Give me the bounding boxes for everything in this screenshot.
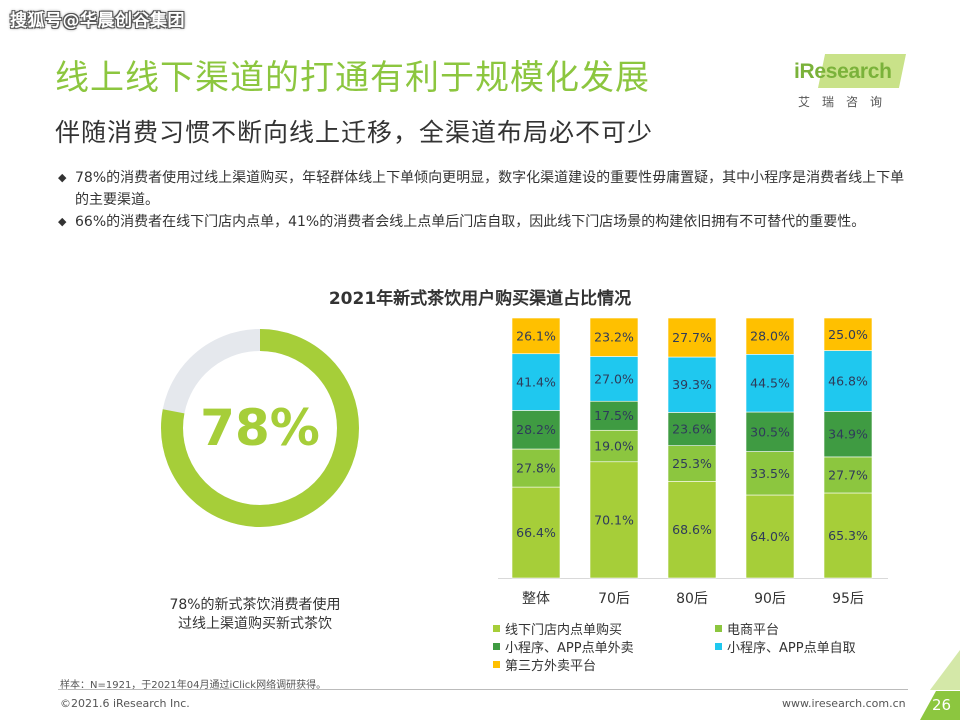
bar-data-label: 27.7% bbox=[828, 467, 868, 482]
legend-swatch bbox=[493, 661, 500, 668]
bar-data-label: 33.5% bbox=[750, 466, 790, 481]
legend-item-app-pickup: 小程序、APP点单自取 bbox=[715, 637, 856, 656]
legend-item-app-delivery: 小程序、APP点单外卖 bbox=[493, 637, 634, 656]
bar-segment bbox=[589, 317, 639, 357]
bullet-item: ◆ 66%的消费者在线下门店内点单，41%的消费者会线上点单后门店自取，因此线下… bbox=[58, 211, 918, 233]
bar-data-label: 64.0% bbox=[750, 529, 790, 544]
donut-value-arc bbox=[161, 329, 359, 527]
bar-segment bbox=[667, 356, 717, 413]
footer-divider bbox=[58, 689, 908, 690]
bar-data-label: 17.5% bbox=[594, 408, 634, 423]
page-title: 线上线下渠道的打通有利于规模化发展 bbox=[55, 58, 650, 98]
legend-label: 电商平台 bbox=[727, 623, 780, 638]
legend-label: 小程序、APP点单自取 bbox=[727, 641, 856, 656]
legend-swatch bbox=[493, 643, 500, 650]
legend-item-ecommerce: 电商平台 bbox=[715, 619, 779, 638]
category-tick-label: 80后 bbox=[676, 591, 708, 607]
stacked-bar-chart: 66.4% 27.8% 28.2% 41.4% 26.1% 整体 70.1% 19.0% 17.… bbox=[498, 317, 888, 607]
category-tick-label: 70后 bbox=[598, 591, 630, 607]
bar-segment bbox=[823, 456, 873, 494]
bar-data-label: 28.2% bbox=[516, 422, 556, 437]
bar-segment bbox=[589, 356, 639, 402]
watermark: 搜狐号@华晨创谷集团 bbox=[10, 11, 185, 31]
website-link: www.iresearch.com.cn bbox=[782, 697, 906, 710]
donut-chart: 78% bbox=[161, 329, 359, 527]
page-number: 26 bbox=[920, 691, 960, 720]
bar-segment bbox=[745, 317, 795, 355]
bar-data-label: 41.4% bbox=[516, 375, 556, 390]
logo-name: iResearch bbox=[794, 60, 892, 83]
bar-data-label: 39.3% bbox=[672, 377, 712, 392]
bar-segment bbox=[511, 448, 561, 488]
page-subtitle: 伴随消费习惯不断向线上迁移，全渠道布局必不可少 bbox=[55, 118, 654, 147]
bar-data-label: 70.1% bbox=[594, 512, 634, 527]
diamond-bullet-icon: ◆ bbox=[58, 215, 67, 228]
bar-data-label: 19.0% bbox=[594, 439, 634, 454]
source-note: 样本：N=1921，于2021年04月通过iClick网络调研获得。 bbox=[60, 680, 327, 691]
copyright: ©2021.6 iResearch Inc. bbox=[60, 697, 190, 710]
bar-segment bbox=[823, 350, 873, 412]
donut-caption-line: 过线上渠道购买新式茶饮 bbox=[178, 616, 332, 632]
legend-swatch bbox=[715, 643, 722, 650]
bar-segment bbox=[511, 317, 561, 355]
bar-data-label: 25.3% bbox=[672, 456, 712, 471]
bullet-list: ◆ 78%的消费者使用过线上渠道购买，年轻群体线上下单倾向更明显，数字化渠道建设… bbox=[58, 167, 918, 233]
chart-title: 2021年新式茶饮用户购买渠道占比情况 bbox=[328, 289, 632, 309]
bar-data-label: 65.3% bbox=[828, 528, 868, 543]
bar-segment bbox=[511, 353, 561, 411]
bar-data-label: 27.8% bbox=[516, 461, 556, 476]
bar-segment bbox=[511, 410, 561, 450]
legend-swatch bbox=[715, 625, 722, 632]
bar-segment bbox=[745, 451, 795, 496]
bar-data-label: 44.5% bbox=[750, 376, 790, 391]
bar-data-label: 23.6% bbox=[672, 422, 712, 437]
legend-swatch bbox=[493, 625, 500, 632]
bar-data-label: 28.0% bbox=[750, 329, 790, 344]
bar-data-label: 27.7% bbox=[672, 330, 712, 345]
bar-data-label: 27.0% bbox=[594, 371, 634, 386]
legend-label: 小程序、APP点单外卖 bbox=[505, 641, 634, 656]
bar-data-label: 30.5% bbox=[750, 424, 790, 439]
logo-subtitle: 艾瑞咨询 bbox=[798, 95, 895, 109]
bar-segment bbox=[745, 354, 795, 413]
bar-segment bbox=[667, 317, 717, 358]
diamond-bullet-icon: ◆ bbox=[58, 171, 67, 184]
bullet-text: 66%的消费者在线下门店内点单，41%的消费者会线上点单后门店自取，因此线下门店… bbox=[75, 214, 866, 230]
bar-data-label: 34.9% bbox=[828, 427, 868, 442]
bar-data-label: 26.1% bbox=[516, 328, 556, 343]
donut-center-label: 78% bbox=[200, 399, 320, 457]
logo-background bbox=[818, 54, 906, 88]
bar-segment bbox=[745, 494, 795, 579]
bar-segment bbox=[667, 412, 717, 446]
bar-data-label: 23.2% bbox=[594, 330, 634, 345]
bar-segment bbox=[667, 481, 717, 579]
corner-decoration bbox=[930, 650, 960, 690]
bar-segment bbox=[823, 492, 873, 579]
iresearch-logo: iResearch 艾瑞咨询 bbox=[790, 48, 915, 109]
bar-segment bbox=[823, 411, 873, 458]
bar-segment bbox=[667, 445, 717, 482]
donut-caption-line: 78%的新式茶饮消费者使用 bbox=[169, 597, 341, 613]
category-tick-label: 整体 bbox=[522, 591, 550, 607]
bar-segment bbox=[823, 317, 873, 351]
bullet-text: 78%的消费者使用过线上渠道购买，年轻群体线上下单倾向更明显，数字化渠道建设的重… bbox=[75, 170, 905, 208]
category-tick-label: 90后 bbox=[754, 591, 786, 607]
donut-caption: 78%的新式茶饮消费者使用 过线上渠道购买新式茶饮 bbox=[125, 596, 385, 634]
bar-data-label: 25.0% bbox=[828, 327, 868, 342]
bar-data-label: 46.8% bbox=[828, 374, 868, 389]
bar-data-label: 68.6% bbox=[672, 522, 712, 537]
bar-segment bbox=[511, 486, 561, 579]
category-tick-label: 95后 bbox=[832, 591, 864, 607]
legend-item-offline: 线下门店内点单购买 bbox=[493, 619, 622, 638]
bullet-item: ◆ 78%的消费者使用过线上渠道购买，年轻群体线上下单倾向更明显，数字化渠道建设… bbox=[58, 167, 918, 211]
legend-item-third-party: 第三方外卖平台 bbox=[493, 655, 596, 674]
legend-label: 第三方外卖平台 bbox=[505, 659, 597, 674]
legend-label: 线下门店内点单购买 bbox=[505, 623, 623, 638]
bar-segment bbox=[589, 461, 639, 579]
bar-data-label: 66.4% bbox=[516, 525, 556, 540]
